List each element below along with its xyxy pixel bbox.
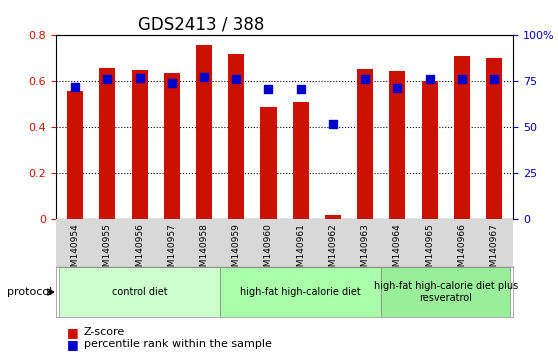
Text: GDS2413 / 388: GDS2413 / 388 (138, 16, 264, 34)
Text: GSM140961: GSM140961 (296, 223, 305, 278)
Point (232, 76, 240, 82)
Text: control diet: control diet (112, 287, 167, 297)
Point (296, 87, 305, 92)
Text: GSM140959: GSM140959 (232, 223, 240, 278)
Point (458, 76, 466, 82)
Text: GSM140954: GSM140954 (71, 223, 80, 278)
Bar (59, 267, 220, 317)
Point (71, 84, 80, 90)
Text: GSM140958: GSM140958 (200, 223, 209, 278)
Text: GSM140956: GSM140956 (135, 223, 144, 278)
Point (360, 76, 369, 82)
Point (425, 76, 434, 82)
Text: GSM140955: GSM140955 (103, 223, 112, 278)
Text: GSM140967: GSM140967 (489, 223, 498, 278)
Bar (163, 73, 180, 219)
Text: GSM140964: GSM140964 (393, 223, 402, 278)
Point (167, 80, 176, 85)
Point (329, 121, 338, 127)
Text: Z-score: Z-score (84, 327, 125, 337)
Bar (228, 54, 244, 219)
Bar (220, 267, 381, 317)
Text: GSM140960: GSM140960 (264, 223, 273, 278)
Bar (67, 91, 83, 219)
Text: protocol: protocol (7, 287, 52, 297)
Text: percentile rank within the sample: percentile rank within the sample (84, 339, 272, 349)
Bar (486, 58, 502, 219)
Bar (261, 107, 277, 219)
Text: GSM140965: GSM140965 (425, 223, 434, 278)
Text: ■: ■ (67, 326, 79, 338)
Bar (196, 45, 212, 219)
Bar (132, 70, 148, 219)
Point (135, 75, 144, 81)
Text: GSM140966: GSM140966 (458, 223, 466, 278)
Bar (325, 215, 341, 219)
Text: high-fat high-calorie diet: high-fat high-calorie diet (240, 287, 361, 297)
Bar (357, 69, 373, 219)
Text: GSM140957: GSM140957 (167, 223, 176, 278)
Bar (454, 56, 470, 219)
Point (393, 85, 402, 91)
Text: high-fat high-calorie diet plus
resveratrol: high-fat high-calorie diet plus resverat… (373, 281, 518, 303)
Bar (99, 68, 116, 219)
Bar (389, 71, 406, 219)
Point (264, 87, 273, 92)
Bar (421, 81, 437, 219)
Point (103, 76, 112, 82)
Bar (292, 102, 309, 219)
Point (200, 74, 209, 80)
Point (489, 76, 498, 82)
Text: GSM140963: GSM140963 (360, 223, 369, 278)
Text: GSM140962: GSM140962 (329, 223, 338, 278)
Text: ■: ■ (67, 338, 79, 350)
Bar (381, 267, 510, 317)
